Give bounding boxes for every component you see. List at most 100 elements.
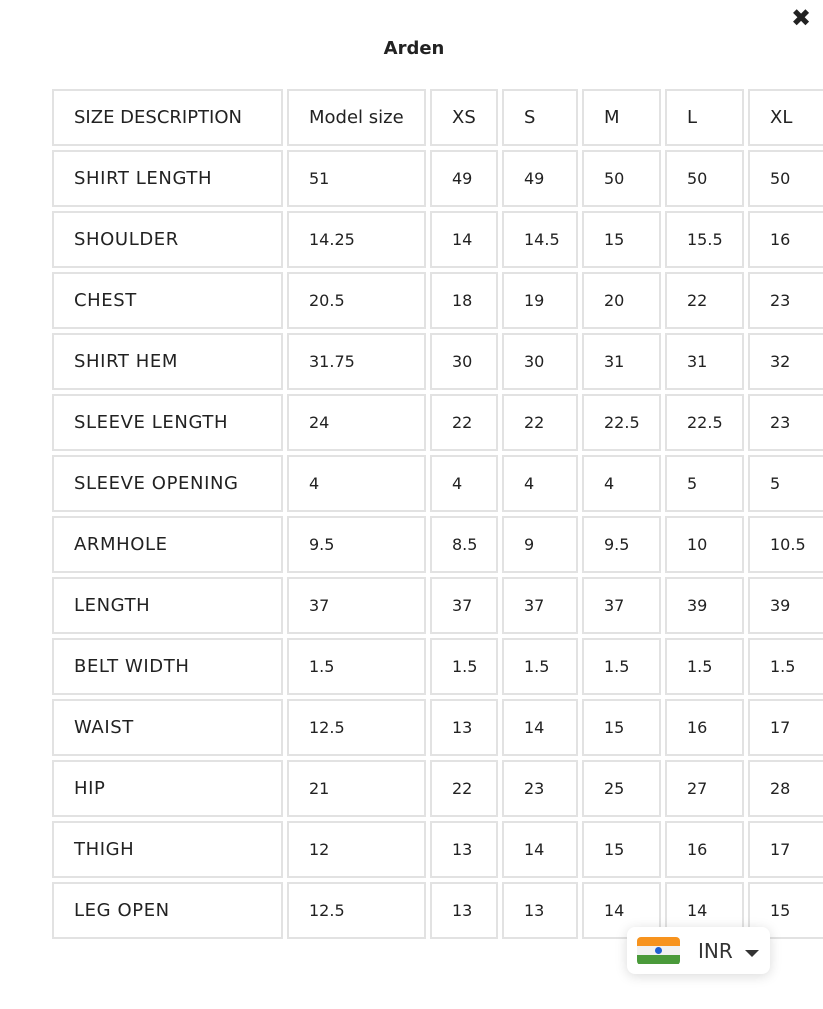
table-cell: 14 xyxy=(582,882,661,939)
table-cell: 1.5 xyxy=(502,638,578,695)
column-header: L xyxy=(665,89,744,146)
currency-code: INR xyxy=(698,938,733,963)
table-cell: 16 xyxy=(748,211,823,268)
table-cell: 1.5 xyxy=(665,638,744,695)
row-label: ARMHOLE xyxy=(52,516,283,573)
table-cell: 25 xyxy=(582,760,661,817)
table-cell: 13 xyxy=(430,882,498,939)
table-cell: 51 xyxy=(287,150,426,207)
row-label: SHOULDER xyxy=(52,211,283,268)
currency-selector[interactable]: INR xyxy=(627,927,770,974)
table-cell: 22 xyxy=(430,394,498,451)
table-cell: 49 xyxy=(502,150,578,207)
table-cell: 31 xyxy=(582,333,661,390)
table-cell: 20.5 xyxy=(287,272,426,329)
table-cell: 23 xyxy=(502,760,578,817)
table-cell: 50 xyxy=(582,150,661,207)
table-cell: 12.5 xyxy=(287,699,426,756)
table-cell: 15 xyxy=(582,699,661,756)
table-cell: 10.5 xyxy=(748,516,823,573)
column-header: XL xyxy=(748,89,823,146)
table-cell: 37 xyxy=(430,577,498,634)
table-cell: 24 xyxy=(287,394,426,451)
table-cell: 14.5 xyxy=(502,211,578,268)
table-cell: 12.5 xyxy=(287,882,426,939)
table-cell: 30 xyxy=(430,333,498,390)
table-cell: 27 xyxy=(665,760,744,817)
row-label: BELT WIDTH xyxy=(52,638,283,695)
table-cell: 23 xyxy=(748,394,823,451)
row-label: SHIRT HEM xyxy=(52,333,283,390)
close-icon[interactable]: ✖ xyxy=(791,4,812,32)
india-flag-icon xyxy=(637,936,680,965)
table-cell: 5 xyxy=(748,455,823,512)
table-cell: 50 xyxy=(748,150,823,207)
table-cell: 15.5 xyxy=(665,211,744,268)
table-cell: 4 xyxy=(502,455,578,512)
table-cell: 14 xyxy=(430,211,498,268)
row-label: SLEEVE LENGTH xyxy=(52,394,283,451)
column-header: SIZE DESCRIPTION xyxy=(52,89,283,146)
table-cell: 39 xyxy=(748,577,823,634)
table-cell: 31.75 xyxy=(287,333,426,390)
table-cell: 22 xyxy=(430,760,498,817)
table-cell: 21 xyxy=(287,760,426,817)
table-cell: 30 xyxy=(502,333,578,390)
table-cell: 22.5 xyxy=(665,394,744,451)
table-cell: 39 xyxy=(665,577,744,634)
table-cell: 20 xyxy=(582,272,661,329)
table-cell: 14 xyxy=(502,821,578,878)
table-cell: 31 xyxy=(665,333,744,390)
table-cell: 1.5 xyxy=(287,638,426,695)
table-cell: 16 xyxy=(665,821,744,878)
modal-title: Arden xyxy=(383,38,445,59)
table-cell: 4 xyxy=(287,455,426,512)
table-cell: 1.5 xyxy=(582,638,661,695)
row-label: CHEST xyxy=(52,272,283,329)
table-cell: 13 xyxy=(502,882,578,939)
table-cell: 1.5 xyxy=(748,638,823,695)
table-cell: 15 xyxy=(582,821,661,878)
table-cell: 23 xyxy=(748,272,823,329)
column-header: M xyxy=(582,89,661,146)
table-cell: 16 xyxy=(665,699,744,756)
table-cell: 22 xyxy=(502,394,578,451)
table-cell: 17 xyxy=(748,821,823,878)
column-header: Model size xyxy=(287,89,426,146)
column-header: XS xyxy=(430,89,498,146)
row-label: HIP xyxy=(52,760,283,817)
row-label: WAIST xyxy=(52,699,283,756)
table-cell: 22 xyxy=(665,272,744,329)
table-cell: 8.5 xyxy=(430,516,498,573)
table-cell: 10 xyxy=(665,516,744,573)
table-cell: 9.5 xyxy=(582,516,661,573)
table-cell: 28 xyxy=(748,760,823,817)
table-cell: 13 xyxy=(430,821,498,878)
column-header: S xyxy=(502,89,578,146)
table-cell: 37 xyxy=(502,577,578,634)
table-cell: 15 xyxy=(748,882,823,939)
table-cell: 18 xyxy=(430,272,498,329)
row-label: SLEEVE OPENING xyxy=(52,455,283,512)
table-cell: 9 xyxy=(502,516,578,573)
table-cell: 17 xyxy=(748,699,823,756)
table-cell: 50 xyxy=(665,150,744,207)
table-cell: 22.5 xyxy=(582,394,661,451)
chevron-down-icon xyxy=(744,950,759,957)
table-cell: 12 xyxy=(287,821,426,878)
table-cell: 4 xyxy=(582,455,661,512)
table-cell: 14.25 xyxy=(287,211,426,268)
table-cell: 5 xyxy=(665,455,744,512)
row-label: LENGTH xyxy=(52,577,283,634)
table-cell: 37 xyxy=(287,577,426,634)
table-cell: 37 xyxy=(582,577,661,634)
row-label: SHIRT LENGTH xyxy=(52,150,283,207)
table-cell: 14 xyxy=(502,699,578,756)
table-cell: 19 xyxy=(502,272,578,329)
row-label: THIGH xyxy=(52,821,283,878)
table-cell: 9.5 xyxy=(287,516,426,573)
row-label: LEG OPEN xyxy=(52,882,283,939)
table-cell: 49 xyxy=(430,150,498,207)
table-cell: 4 xyxy=(430,455,498,512)
size-chart-table: SIZE DESCRIPTION Model size XS S M L XL SHIRT L… xyxy=(52,89,823,939)
